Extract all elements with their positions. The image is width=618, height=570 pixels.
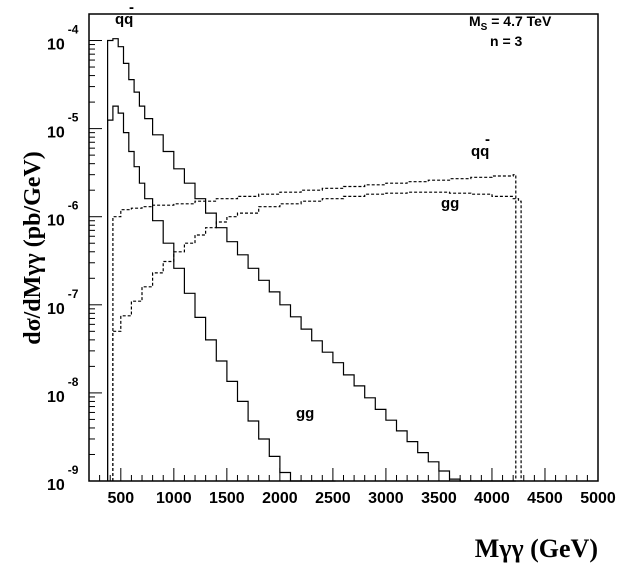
y-tick-label: 10-4: [47, 23, 79, 54]
qbar-overline: -: [485, 131, 490, 148]
y-axis-label: dσ/dMγγ (pb/GeV): [20, 151, 46, 345]
y-tick-mantissa: 10: [47, 213, 65, 230]
series-layer: [107, 38, 522, 482]
info-line2: n = 3: [490, 33, 523, 49]
solid-qqbar-label: qq: [115, 11, 133, 28]
x-tick-label: 5000: [580, 490, 616, 507]
x-tick-label: 1500: [209, 490, 245, 507]
x-axis-label: Mγγ (GeV): [475, 534, 598, 563]
x-tick-label: 4500: [527, 490, 563, 507]
x-axis-title: Mγγ (GeV): [475, 534, 598, 563]
x-tick-label: 2000: [262, 490, 298, 507]
x-tick-label: 500: [107, 490, 134, 507]
info-line1-rest: = 4.7 TeV: [487, 13, 552, 29]
x-tick-label: 3000: [368, 490, 404, 507]
y-tick-exponent: -6: [68, 199, 79, 213]
y-tick-mantissa: 10: [47, 301, 65, 318]
dashed-qqbar-label: qq: [471, 143, 489, 160]
info-line1-main: M: [469, 13, 481, 29]
y-tick-exponent: -7: [68, 287, 79, 301]
y-tick-mantissa: 10: [47, 389, 65, 406]
x-tick-label: 4000: [474, 490, 510, 507]
y-tick-mantissa: 10: [47, 37, 65, 54]
y-tick-label: 10-8: [47, 375, 79, 406]
solid-gg-series-line: [107, 105, 336, 482]
y-axis-title: dσ/dMγγ (pb/GeV): [20, 151, 46, 345]
dashed-qqbar-series-line: [112, 174, 517, 481]
svg-text:MS = 4.7 TeV: MS = 4.7 TeV: [469, 13, 552, 33]
y-tick-label: 10-6: [47, 199, 79, 230]
qbar-overline: -: [129, 0, 134, 16]
y-tick-mantissa: 10: [47, 125, 65, 142]
y-tick-label: 10-7: [47, 287, 79, 318]
y-tick-label: 10-9: [47, 463, 79, 494]
info-line1-sub: S: [481, 22, 488, 33]
y-tick-exponent: -4: [68, 23, 79, 37]
dashed-gg-label: gg: [441, 195, 459, 212]
info-box: MS = 4.7 TeV n = 3: [469, 13, 552, 49]
solid-qqbar-series-line: [107, 38, 516, 482]
y-tick-exponent: -5: [68, 111, 79, 125]
dashed-gg-series-line: [112, 191, 522, 481]
x-tick-label: 1000: [156, 490, 192, 507]
y-tick-exponent: -9: [68, 463, 79, 477]
x-tick-label: 2500: [315, 490, 351, 507]
y-tick-exponent: -8: [68, 375, 79, 389]
axis-ticks: 500 1000 1500 2000 2500 3000 3500 4000 4500 5000 1…: [47, 13, 616, 507]
solid-gg-label: gg: [296, 405, 314, 422]
x-tick-label: 3500: [421, 490, 457, 507]
y-tick-mantissa: 10: [47, 477, 65, 494]
y-tick-label: 10-5: [47, 111, 79, 142]
